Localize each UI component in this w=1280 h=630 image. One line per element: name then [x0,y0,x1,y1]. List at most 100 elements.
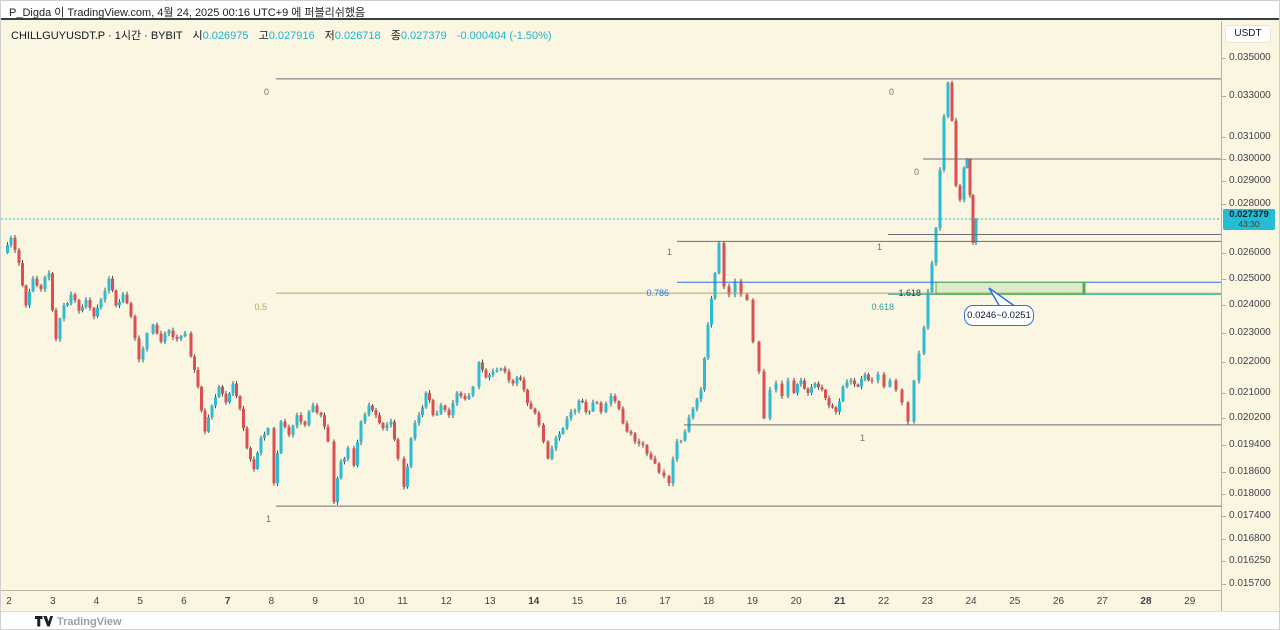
price-axis[interactable]: USDT 0.027379 43:30 0.035000 0.033000 0.03… [1221,21,1279,611]
candle-down [125,294,129,304]
price-axis-tick [1222,493,1226,495]
candle-down [13,237,17,251]
candle-down [203,410,207,432]
price-axis-label: 0.016250 [1229,555,1271,567]
candle-down [762,371,766,419]
price-axis-label: 0.033000 [1229,90,1271,102]
candle-down [958,185,962,200]
candle-down [235,383,238,397]
candle-up [367,405,371,415]
candle-down [511,380,515,384]
chart-legend[interactable]: CHILLGUYUSDT.P · 1시간 · BYBIT 시0.026975 고… [11,27,552,43]
candle-up [291,425,295,435]
candle-up [799,380,803,385]
candle-up [163,333,167,342]
candle-up [84,299,88,307]
candle-down [727,286,731,295]
candle-up [691,408,695,418]
usdt-currency-button[interactable]: USDT [1226,26,1270,42]
price-axis-label: 0.028000 [1229,198,1271,210]
candle-down [882,374,886,387]
candle-down [507,371,511,381]
candle-down [17,250,21,264]
candle-down [581,400,584,403]
candle-down [431,400,435,416]
price-chart[interactable] [1,21,1221,590]
candle-down [272,428,276,484]
price-axis-label: 0.015700 [1229,577,1271,589]
candle-up [28,291,31,306]
candle-up [406,466,409,487]
price-axis-tick [1222,137,1226,139]
candle-up [356,442,359,466]
candle-down [393,421,396,440]
candle-down [200,386,203,411]
candle-up [336,478,339,503]
candle-up [409,438,413,467]
candle-down [459,392,463,397]
candle-down [599,402,603,412]
bar-countdown: 43:30 [1238,218,1260,229]
candle-down [54,310,58,339]
candle-up [515,377,519,384]
time-axis[interactable]: 2 3 4 5 6 7 8 9 10 11 12 13 14 15 16 17 18 19 20 21 22 23 24 25… [1,590,1221,611]
candle-down [954,120,958,186]
candle-down [617,401,621,409]
candle-up [849,380,853,383]
candle-up [569,411,573,419]
candle-down [242,408,245,429]
candle-down [137,338,141,360]
price-axis-tick [1222,278,1226,280]
candle-up [99,299,103,308]
time-axis-label: 23 [921,596,933,607]
candle-down [114,290,118,306]
candle-down [249,448,252,460]
candle-up [439,405,443,414]
candle-down [900,389,904,403]
candle-up [424,392,428,408]
candle-up [488,375,491,378]
time-axis-label: 6 [181,596,187,607]
candle-up [217,386,221,398]
candle-up [183,333,187,336]
price-axis-tick [1222,333,1226,335]
candle-down [92,307,96,317]
price-axis-tick [1222,472,1226,474]
time-axis-label: 3 [49,596,56,607]
candle-down [853,380,856,385]
candle-down [51,273,54,311]
candle-down [21,263,24,286]
candle-down [35,278,39,286]
price-axis-label: 0.019400 [1229,438,1271,450]
fib-level-label: 0 [888,86,894,97]
candle-up [107,278,111,291]
fib-level-label: 1 [876,242,882,253]
candle-up [938,170,942,229]
candle-up [263,434,266,439]
price-target-callout[interactable]: 0.0246~0.0251 [964,305,1034,326]
candle-down [906,402,910,422]
candle-down [155,324,159,334]
candle-down [806,388,810,393]
fib-level-label: 1 [265,514,271,525]
candle-up [671,459,675,484]
candle-up [675,441,679,460]
candle-down [484,369,488,378]
candle-down [739,281,743,295]
candle-down [374,410,378,416]
price-axis-tick [1222,516,1226,518]
candle-down [968,159,972,195]
time-axis-label: 25 [1009,596,1021,607]
price-axis-tick [1222,418,1226,420]
candle-up [813,383,817,387]
candle-down [299,415,303,422]
candle-down [645,444,649,454]
candle-down [245,428,249,449]
candle-down [745,294,749,300]
candle-up [359,421,363,443]
candle-up [554,438,558,449]
price-axis-tick [1222,561,1226,563]
target-zone-box[interactable] [935,281,1085,295]
candle-up [558,433,561,439]
